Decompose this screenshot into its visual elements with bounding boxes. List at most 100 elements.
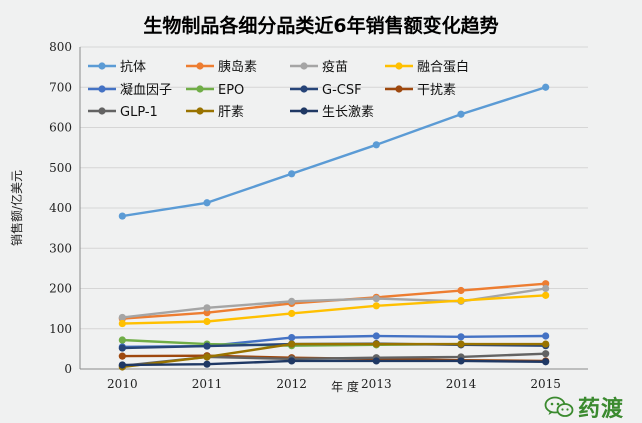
y-tick-label: 700 xyxy=(49,80,72,94)
y-tick-label: 400 xyxy=(49,201,72,215)
y-axis-title: 销售额/亿美元 xyxy=(9,170,24,246)
legend-label: 抗体 xyxy=(120,60,146,75)
x-tick-label: 2011 xyxy=(192,377,223,391)
data-point xyxy=(288,309,296,318)
data-point xyxy=(542,350,550,358)
data-point xyxy=(288,357,296,365)
legend-item: 疫苗 xyxy=(290,59,348,75)
legend-label: EPO xyxy=(218,83,244,98)
legend-item: GLP-1 xyxy=(88,105,158,120)
grid xyxy=(80,46,588,330)
legend-item: 胰岛素 xyxy=(186,59,257,75)
series-line xyxy=(122,86,547,218)
data-point xyxy=(457,340,465,348)
data-point xyxy=(288,297,296,305)
y-tick-label: 800 xyxy=(49,40,72,54)
series-lines xyxy=(118,83,550,371)
series-0 xyxy=(118,83,550,220)
watermark-text: 药渡 xyxy=(577,397,624,422)
x-tick-label: 2015 xyxy=(530,377,561,391)
data-point xyxy=(118,344,126,352)
legend-swatch-marker xyxy=(300,107,308,115)
data-point xyxy=(118,212,126,220)
legend-label: 肝素 xyxy=(218,105,244,120)
axes: 0 100 200 300 400 500 600 700 800 2010 2011 2012 201… xyxy=(49,40,588,391)
y-tick-label: 600 xyxy=(49,121,72,135)
legend-swatch-marker xyxy=(98,107,106,115)
data-point xyxy=(118,352,126,360)
legend-swatch-marker xyxy=(300,62,308,70)
series-9 xyxy=(118,340,550,371)
legend-swatch-marker xyxy=(196,62,204,70)
series-line xyxy=(122,359,546,367)
series-line xyxy=(122,294,546,325)
data-point xyxy=(542,332,550,340)
data-point xyxy=(203,353,211,361)
legend-swatch-marker xyxy=(395,85,403,93)
legend-label: 融合蛋白 xyxy=(417,59,469,75)
legend-label: 干扰素 xyxy=(417,83,456,98)
data-point xyxy=(372,357,380,365)
legend-item: 凝血因子 xyxy=(88,82,172,98)
data-point xyxy=(118,313,126,322)
x-tick-label: 2014 xyxy=(446,377,477,391)
legend-item: 生长激素 xyxy=(290,105,374,120)
data-point xyxy=(457,296,465,305)
legend-label: 胰岛素 xyxy=(218,59,257,75)
data-point xyxy=(372,302,380,310)
legend-item: 肝素 xyxy=(186,105,244,120)
x-tick-label: 2012 xyxy=(276,377,307,391)
y-tick-label: 200 xyxy=(49,282,72,296)
data-point xyxy=(372,340,380,348)
data-point xyxy=(457,286,465,295)
legend-item: G-CSF xyxy=(290,83,362,98)
legend-label: 疫苗 xyxy=(322,59,348,75)
legend-label: G-CSF xyxy=(322,83,362,98)
x-axis-title: 年 度 xyxy=(331,379,359,394)
x-tick-label: 2010 xyxy=(107,377,138,391)
data-point xyxy=(203,304,211,312)
series-1 xyxy=(118,280,550,323)
data-point xyxy=(372,332,380,340)
data-point xyxy=(542,83,550,91)
y-tick-label: 100 xyxy=(49,322,72,336)
legend-swatch-marker xyxy=(300,85,308,93)
legend-swatch-marker xyxy=(98,62,106,70)
legend-swatch-marker xyxy=(98,85,106,93)
y-tick-label: 500 xyxy=(49,161,72,175)
data-point xyxy=(372,294,380,303)
y-tick-label: 300 xyxy=(49,241,72,255)
legend-item: 抗体 xyxy=(88,60,146,75)
chart-title: 生物制品各细分品类近6年销售额变化趋势 xyxy=(143,14,498,37)
data-point xyxy=(542,358,550,366)
legend-label: 凝血因子 xyxy=(120,82,172,98)
legend-item: 融合蛋白 xyxy=(385,59,469,75)
data-point xyxy=(203,199,211,207)
legend-swatch-marker xyxy=(395,62,403,70)
data-point xyxy=(288,340,296,348)
data-point xyxy=(372,141,380,149)
data-point xyxy=(457,333,465,341)
wechat-icon xyxy=(544,396,574,417)
series-10 xyxy=(118,357,550,369)
legend-item: 干扰素 xyxy=(385,83,456,98)
data-point xyxy=(288,170,296,178)
data-point xyxy=(457,110,465,118)
data-point xyxy=(118,361,126,369)
data-point xyxy=(457,357,465,365)
data-point xyxy=(118,319,126,328)
y-tick-label: 0 xyxy=(64,362,72,376)
data-point xyxy=(542,284,550,293)
series-2 xyxy=(118,284,550,322)
data-point xyxy=(542,291,550,299)
legend-item: EPO xyxy=(186,83,244,98)
watermark: 药渡 xyxy=(544,394,624,422)
legend-swatch-marker xyxy=(196,107,204,115)
legend-label: GLP-1 xyxy=(120,105,158,120)
data-point xyxy=(203,317,211,326)
data-point xyxy=(203,360,211,368)
data-point xyxy=(118,336,126,344)
